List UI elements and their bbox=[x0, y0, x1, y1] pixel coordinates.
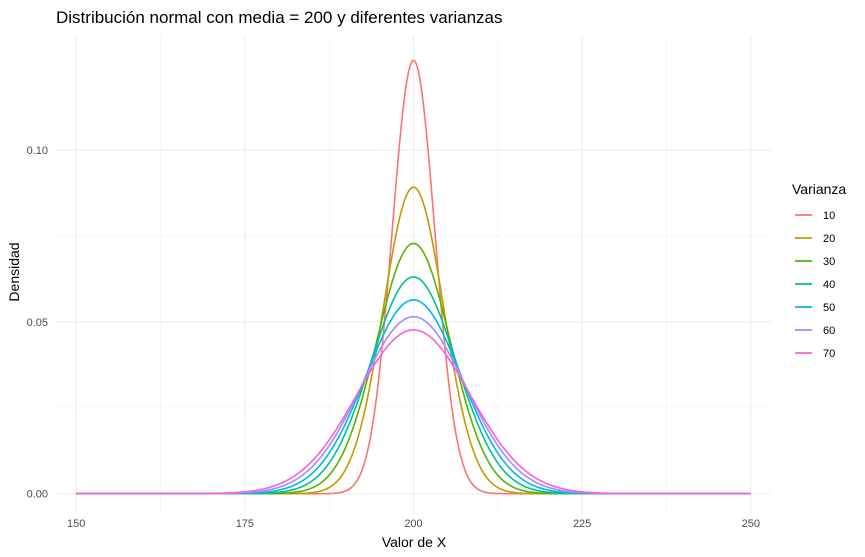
x-tick-label: 225 bbox=[573, 518, 591, 530]
x-tick-label: 250 bbox=[742, 518, 760, 530]
legend: Varianza 10 20 30 40 50 60 70 bbox=[792, 181, 846, 360]
x-tick-label: 200 bbox=[404, 518, 422, 530]
legend-label-70: 70 bbox=[823, 348, 835, 360]
legend-title: Varianza bbox=[792, 181, 846, 197]
legend-label-20: 20 bbox=[823, 233, 835, 245]
legend-label-50: 50 bbox=[823, 302, 835, 314]
grid bbox=[56, 35, 771, 515]
legend-items: 10 20 30 40 50 60 70 bbox=[795, 210, 835, 360]
x-tick-label: 150 bbox=[67, 518, 85, 530]
y-tick-label: 0.00 bbox=[27, 489, 48, 501]
legend-label-40: 40 bbox=[823, 279, 835, 291]
legend-label-60: 60 bbox=[823, 325, 835, 337]
y-tick-label: 0.05 bbox=[27, 317, 48, 329]
legend-label-10: 10 bbox=[823, 210, 835, 222]
x-axis-ticks: 150 175 200 225 250 bbox=[67, 518, 760, 530]
legend-label-30: 30 bbox=[823, 256, 835, 268]
y-axis-title: Densidad bbox=[6, 242, 22, 301]
x-axis-title: Valor de X bbox=[382, 534, 447, 550]
x-tick-label: 175 bbox=[236, 518, 254, 530]
y-axis-ticks: 0.00 0.05 0.10 bbox=[27, 145, 48, 501]
y-tick-label: 0.10 bbox=[27, 145, 48, 157]
chart-title: Distribución normal con media = 200 y di… bbox=[56, 8, 502, 27]
